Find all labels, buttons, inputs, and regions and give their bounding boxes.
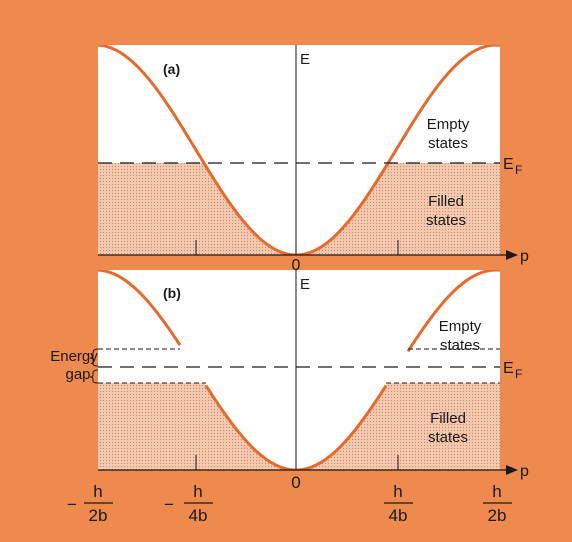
upper-band-curve-left xyxy=(98,270,182,346)
panel-b-label: (b) xyxy=(163,285,181,301)
energy-axis-label-a: E xyxy=(300,51,310,68)
filled-states-label-b-line2: states xyxy=(428,429,468,446)
tick-labels: − h 2b − h 4b 0 h 4b h 2b xyxy=(67,473,512,525)
momentum-axis-label-a: p xyxy=(520,248,529,265)
fermi-level-label-b: E xyxy=(503,360,514,377)
tick-label-zero: 0 xyxy=(291,473,300,492)
energy-gap-label-line2: gap xyxy=(65,366,90,383)
empty-states-label-a-line2: states xyxy=(428,135,468,152)
momentum-axis-label-b: p xyxy=(520,463,529,480)
filled-states-label-b-line1: Filled xyxy=(430,410,466,427)
tick-label-plus-quarter-numerator: h xyxy=(393,482,402,501)
tick-label-minus-half-denominator: 2b xyxy=(89,506,108,525)
lower-band-curve xyxy=(204,384,388,470)
origin-label-a: 0 xyxy=(292,257,301,274)
tick-label-minus-quarter-numerator: h xyxy=(193,482,202,501)
tick-label-minus-half-numerator: h xyxy=(93,482,102,501)
panel-a: (a) E Empty states Filled states E F p 0 xyxy=(98,45,529,274)
tick-label-plus-quarter-denominator: 4b xyxy=(389,506,408,525)
filled-states-label-a-line1: Filled xyxy=(428,193,464,210)
empty-states-label-b-line1: Empty xyxy=(439,318,482,335)
energy-gap-label-line1: Energy xyxy=(50,348,98,365)
filled-states-region-b xyxy=(98,383,500,470)
empty-states-label-a-line1: Empty xyxy=(427,116,470,133)
momentum-arrow-b xyxy=(506,465,518,475)
tick-label-minus-quarter-sign: − xyxy=(164,495,174,514)
panel-b: (b) E Empty states Filled states E F p E… xyxy=(50,270,529,480)
momentum-arrow-a xyxy=(506,250,518,260)
fermi-level-subscript-b: F xyxy=(515,367,522,381)
energy-gap-lower-brace xyxy=(89,369,99,384)
fermi-level-label-a: E xyxy=(503,156,514,173)
tick-label-plus-half-numerator: h xyxy=(492,482,501,501)
fermi-level-subscript-a: F xyxy=(515,163,522,177)
empty-states-label-b-line2: states xyxy=(440,337,480,354)
filled-states-label-a-line2: states xyxy=(426,212,466,229)
energy-axis-label-b: E xyxy=(300,276,310,293)
upper-band-curve-right xyxy=(406,270,500,353)
tick-label-minus-half-sign: − xyxy=(67,495,77,514)
tick-label-minus-quarter-denominator: 4b xyxy=(189,506,208,525)
tick-label-plus-half-denominator: 2b xyxy=(488,506,507,525)
energy-gap-upper-brace xyxy=(89,348,99,367)
panel-a-label: (a) xyxy=(163,61,180,77)
filled-states-region-a xyxy=(98,163,500,255)
